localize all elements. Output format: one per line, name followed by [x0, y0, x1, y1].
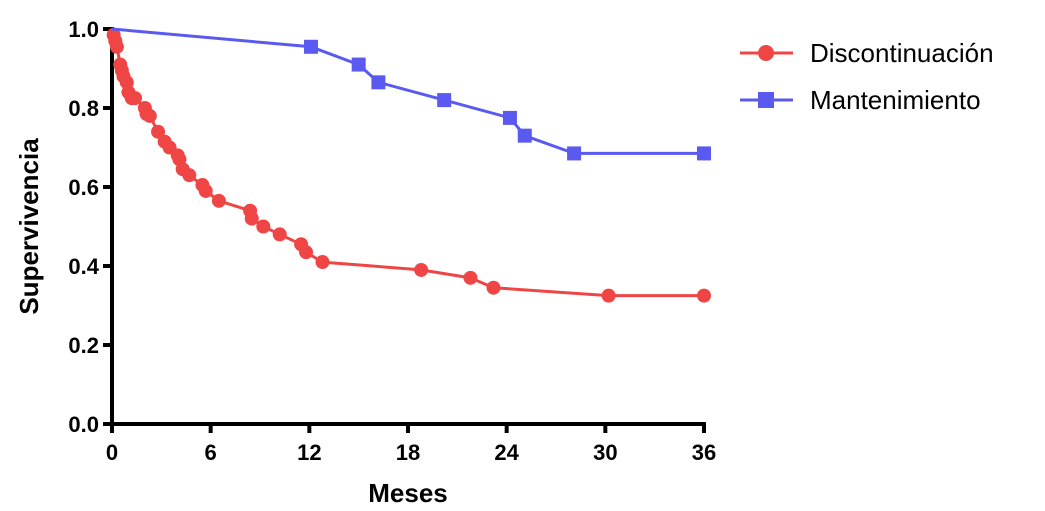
data-point-circle [315, 255, 330, 270]
data-point-square [517, 128, 532, 143]
data-point-circle [128, 91, 143, 106]
series-line-0 [110, 28, 704, 298]
series-layer [106, 27, 711, 303]
axes [110, 27, 706, 426]
x-tick-label: 18 [396, 440, 420, 465]
legend-item-discontinuacion: Discontinuación [740, 38, 994, 68]
x-tick-label: 30 [593, 440, 617, 465]
data-point-circle [272, 227, 287, 242]
data-point-circle [142, 108, 157, 123]
data-point-circle [256, 219, 271, 234]
legend-label-mantenimiento: Mantenimiento [810, 85, 981, 115]
x-ticks: 0 6 12 18 24 30 36 [106, 424, 716, 465]
x-tick-label: 24 [494, 440, 519, 465]
y-tick-label: 0.8 [68, 96, 99, 121]
x-tick-label: 0 [106, 440, 118, 465]
y-ticks: 0.0 0.2 0.4 0.6 0.8 1.0 [68, 17, 112, 437]
legend: Discontinuación Mantenimiento [740, 38, 994, 115]
x-tick-label: 6 [205, 440, 217, 465]
data-point-circle [211, 193, 226, 208]
legend-label-discontinuacion: Discontinuación [810, 38, 994, 68]
legend-item-mantenimiento: Mantenimiento [740, 85, 981, 115]
y-tick-label: 1.0 [68, 17, 99, 42]
data-point-square [351, 57, 366, 72]
legend-swatch-square-marker [758, 92, 774, 108]
data-point-circle [463, 270, 478, 285]
data-point-circle [697, 288, 711, 303]
y-axis-title: Supervivencia [14, 138, 44, 315]
data-point-square [303, 39, 318, 54]
data-point-circle [244, 211, 259, 226]
y-tick-label: 0.0 [68, 412, 99, 437]
x-axis-title: Meses [368, 478, 448, 508]
data-point-circle [414, 262, 429, 277]
series-line-1 [111, 27, 704, 155]
data-point-circle [151, 124, 166, 139]
x-tick-label: 12 [297, 440, 321, 465]
y-tick-label: 0.4 [68, 254, 99, 279]
data-point-square [371, 75, 386, 90]
data-point-square [697, 146, 711, 161]
data-point-circle [299, 245, 314, 260]
data-point-circle [182, 168, 197, 183]
x-tick-label: 36 [692, 440, 716, 465]
legend-swatch-circle-marker [758, 45, 774, 61]
data-point-circle [198, 183, 213, 198]
data-point-square [567, 146, 582, 161]
data-point-circle [486, 280, 501, 295]
data-point-square [502, 110, 517, 125]
data-point-square [437, 93, 452, 108]
y-tick-label: 0.2 [68, 333, 99, 358]
data-point-circle [601, 288, 616, 303]
data-point-circle [109, 39, 124, 54]
y-tick-label: 0.6 [68, 175, 99, 200]
